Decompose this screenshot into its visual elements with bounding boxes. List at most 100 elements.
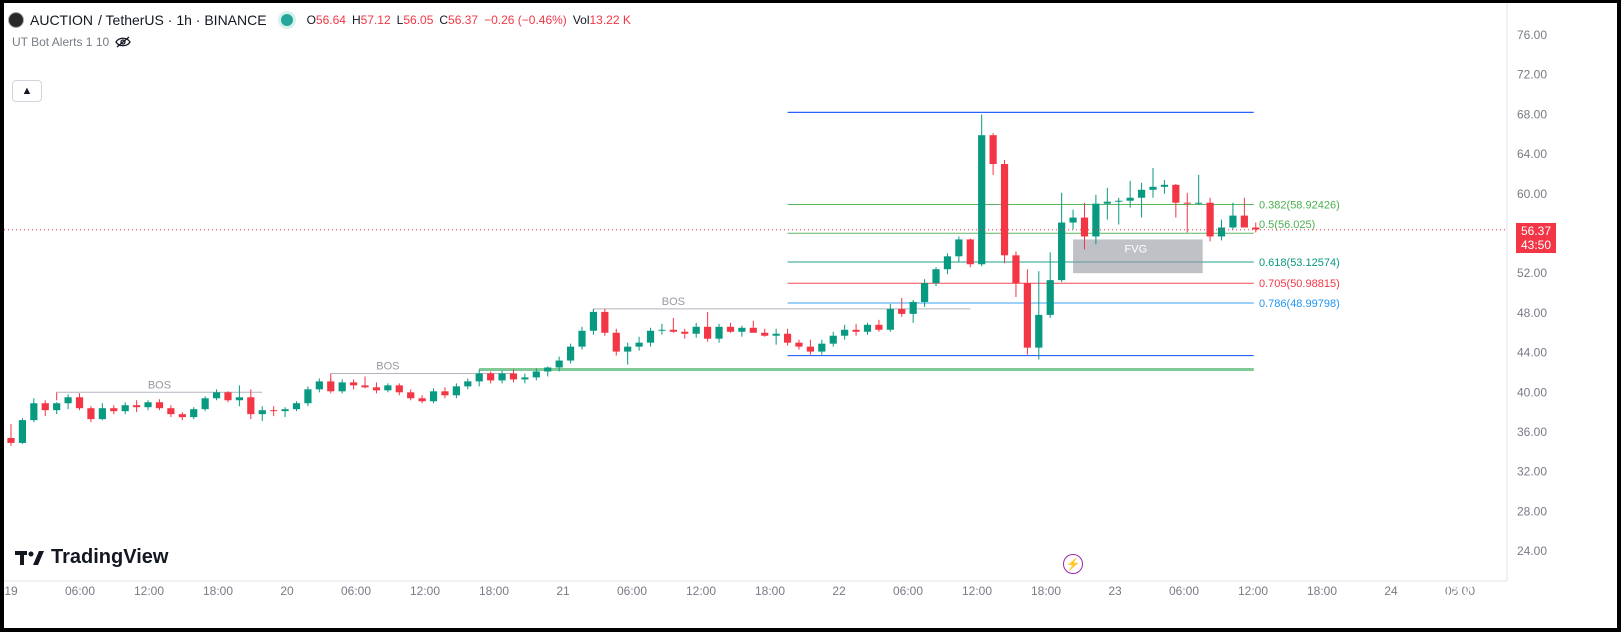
candle-body bbox=[1240, 215, 1248, 228]
candle-body bbox=[1012, 255, 1020, 284]
candle-body bbox=[338, 382, 346, 392]
candle-body bbox=[18, 420, 27, 443]
y-axis-tick-label: 32.00 bbox=[1517, 465, 1547, 479]
candle-body bbox=[1000, 163, 1009, 256]
market-status-icon[interactable] bbox=[280, 14, 293, 26]
y-axis-tick-label: 68.00 bbox=[1517, 107, 1547, 121]
candle-body bbox=[41, 403, 49, 411]
chevron-up-icon: ▲ bbox=[21, 85, 33, 97]
candle-body bbox=[646, 330, 655, 343]
candle-body bbox=[749, 327, 757, 333]
candle-body bbox=[1092, 203, 1100, 237]
x-axis-tick-label: 12:00 bbox=[962, 584, 992, 598]
candle-body bbox=[350, 382, 358, 386]
x-axis-tick-label: 06:00 bbox=[341, 584, 371, 598]
y-axis-tick-label: 52.00 bbox=[1517, 266, 1547, 280]
ohlc-value: −0.26 (−0.46%) bbox=[484, 13, 567, 27]
candle-body bbox=[1080, 217, 1089, 237]
x-axis-tick-label: 18:00 bbox=[1307, 584, 1337, 598]
candle-body bbox=[1058, 222, 1066, 281]
x-axis-tick-label: 18:00 bbox=[755, 584, 785, 598]
candle-body bbox=[30, 403, 38, 421]
x-axis-tick-label: 12:00 bbox=[686, 584, 716, 598]
candle-body bbox=[1035, 314, 1043, 348]
candle-body bbox=[818, 343, 826, 352]
y-axis-tick-label: 60.00 bbox=[1517, 187, 1547, 201]
y-axis-tick-label: 72.00 bbox=[1517, 68, 1547, 82]
candle-body bbox=[555, 360, 563, 368]
candle-body bbox=[190, 409, 198, 418]
chart-header: AUCTION / TetherUS · 1h · BINANCE O 56.64… bbox=[8, 9, 637, 31]
price-chart[interactable]: 76.0072.0068.0064.0060.0056.0052.0048.00… bbox=[4, 3, 1617, 628]
candle-body bbox=[475, 373, 483, 382]
x-axis-tick-label: 24 bbox=[1384, 584, 1398, 598]
candle-body bbox=[418, 398, 426, 402]
ohlc-value: 13.22 K bbox=[589, 13, 631, 27]
candle-body bbox=[909, 301, 917, 314]
tradingview-logo[interactable]: TradingView bbox=[15, 546, 168, 569]
candle-body bbox=[155, 402, 164, 409]
ohlc-key: L bbox=[396, 13, 404, 27]
tradingview-wordmark: TradingView bbox=[51, 546, 169, 568]
candle-body bbox=[544, 367, 552, 372]
candle-body bbox=[1103, 201, 1111, 204]
candle-body bbox=[64, 397, 72, 404]
candle-body bbox=[578, 330, 586, 347]
candle-body bbox=[1206, 202, 1214, 237]
candle-body bbox=[429, 391, 438, 402]
candle-body bbox=[384, 385, 392, 391]
candle-body bbox=[589, 311, 598, 331]
hidden-eye-icon[interactable] bbox=[115, 36, 131, 48]
lightning-icon[interactable]: ⚡ bbox=[1063, 554, 1083, 574]
fvg-zone bbox=[1073, 239, 1203, 274]
candle-body bbox=[212, 392, 221, 399]
candle-body bbox=[247, 397, 255, 415]
x-axis-tick-label: 18:00 bbox=[479, 584, 509, 598]
x-axis-tick-label: 06:00 bbox=[893, 584, 923, 598]
candle-body bbox=[395, 385, 403, 393]
candle-body bbox=[624, 346, 632, 352]
candle-body bbox=[235, 397, 243, 401]
candle-body bbox=[452, 386, 460, 396]
candle-body bbox=[921, 283, 929, 302]
y-axis-tick-label: 28.00 bbox=[1517, 504, 1547, 518]
y-axis-tick-label: 36.00 bbox=[1517, 425, 1547, 439]
candle-body bbox=[224, 392, 232, 401]
symbol-details[interactable]: / TetherUS · 1h · BINANCE bbox=[98, 12, 267, 28]
candle-body bbox=[932, 269, 940, 284]
candle-body bbox=[704, 326, 712, 339]
candle-body bbox=[601, 311, 609, 333]
candle-body bbox=[943, 256, 952, 270]
y-axis-tick-label: 48.00 bbox=[1517, 306, 1547, 320]
ohlc-value: 56.64 bbox=[315, 13, 346, 27]
candle-body bbox=[1149, 186, 1157, 190]
fib-level-label: 0.618(53.12574) bbox=[1259, 257, 1340, 269]
candle-body bbox=[886, 308, 894, 330]
candle-body bbox=[167, 408, 175, 415]
candle-body bbox=[521, 377, 529, 380]
candle-body bbox=[1160, 184, 1169, 187]
candle-body bbox=[966, 239, 974, 265]
fib-level-label: 0.382(58.92426) bbox=[1259, 199, 1340, 211]
ohlc-key: H bbox=[351, 13, 361, 27]
candle-body bbox=[772, 333, 780, 336]
candle-body bbox=[612, 332, 620, 352]
candle-body bbox=[327, 381, 335, 392]
indicator-legend[interactable]: UT Bot Alerts 1 10 bbox=[12, 35, 131, 49]
candle-body bbox=[1172, 184, 1180, 203]
candle-body bbox=[875, 324, 883, 330]
indicator-title[interactable]: UT Bot Alerts 1 10 bbox=[12, 35, 110, 49]
collapse-legend-button[interactable]: ▲ bbox=[12, 80, 42, 102]
candle-body bbox=[795, 342, 803, 347]
ohlc-value: 56.05 bbox=[403, 13, 434, 27]
candle-body bbox=[7, 437, 15, 443]
chart-window: 76.0072.0068.0064.0060.0056.0052.0048.00… bbox=[4, 3, 1617, 628]
candle-body bbox=[955, 239, 963, 257]
candle-body bbox=[1195, 202, 1203, 204]
last-price-value: 56.37 bbox=[1520, 224, 1552, 238]
bos-label: BOS bbox=[148, 379, 171, 391]
candle-body bbox=[681, 331, 689, 334]
x-axis-tick-label: 18:00 bbox=[203, 584, 233, 598]
candle-body bbox=[441, 391, 449, 396]
symbol-name[interactable]: AUCTION bbox=[30, 12, 93, 28]
